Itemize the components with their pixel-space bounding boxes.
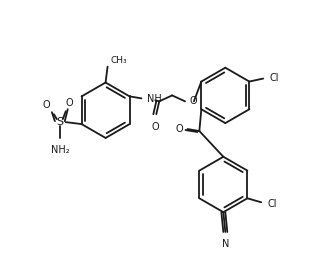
Text: O: O: [66, 98, 74, 108]
Text: Cl: Cl: [269, 73, 279, 82]
Text: O: O: [190, 96, 198, 106]
Text: NH₂: NH₂: [50, 145, 69, 155]
Text: NH: NH: [147, 94, 162, 104]
Text: O: O: [151, 122, 159, 132]
Text: S: S: [56, 117, 63, 127]
Text: O: O: [42, 100, 50, 110]
Text: CH₃: CH₃: [110, 56, 127, 65]
Text: Cl: Cl: [267, 199, 276, 209]
Text: N: N: [222, 239, 229, 249]
Text: O: O: [176, 124, 183, 134]
